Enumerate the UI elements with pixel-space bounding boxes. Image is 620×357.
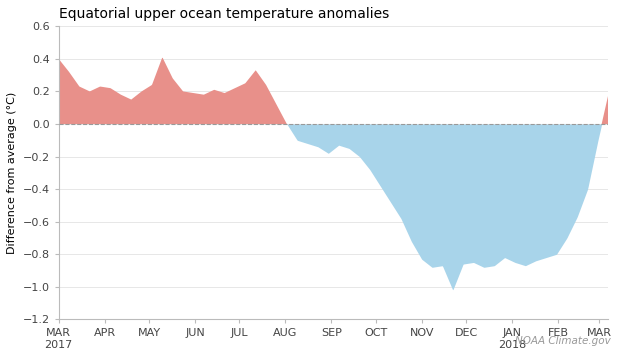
Text: NOAA Climate.gov: NOAA Climate.gov [515, 336, 611, 346]
Y-axis label: Difference from average (°C): Difference from average (°C) [7, 92, 17, 254]
Text: Equatorial upper ocean temperature anomalies: Equatorial upper ocean temperature anoma… [59, 7, 389, 21]
